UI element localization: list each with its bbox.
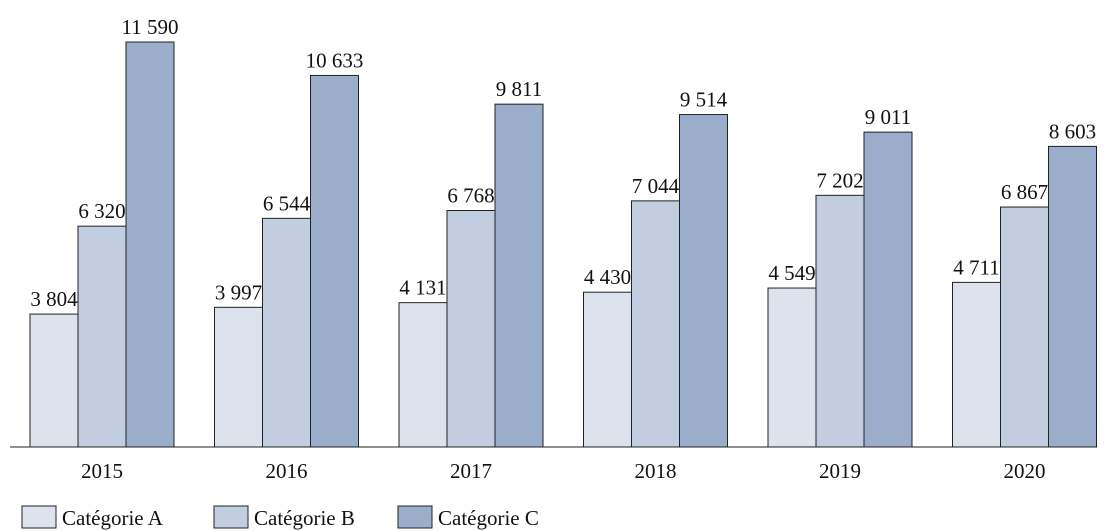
value-label: 9 011	[865, 105, 911, 129]
bar	[631, 200, 680, 448]
bar	[815, 194, 865, 448]
bar	[310, 74, 359, 448]
value-label: 6 320	[78, 199, 125, 223]
legend-swatch	[213, 505, 249, 529]
legend-label: Catégorie B	[254, 506, 355, 530]
value-label: 11 590	[122, 15, 179, 39]
value-label: 8 603	[1049, 119, 1096, 143]
x-tick-label: 2015	[81, 459, 123, 483]
value-label: 10 633	[306, 48, 364, 72]
bar	[767, 287, 817, 448]
value-label: 3 997	[215, 280, 262, 304]
bar	[1048, 145, 1097, 448]
bar	[125, 41, 175, 448]
value-label: 6 867	[1001, 180, 1048, 204]
bar	[494, 103, 544, 448]
x-tick-label: 2020	[1004, 459, 1046, 483]
value-label: 4 549	[768, 261, 815, 285]
bar	[679, 114, 728, 448]
legend-swatch	[397, 505, 433, 529]
bar	[398, 302, 448, 448]
legend-swatch	[21, 505, 57, 529]
x-tick-label: 2016	[266, 459, 308, 483]
x-tick-label: 2019	[819, 459, 861, 483]
value-label: 6 768	[447, 183, 494, 207]
value-label: 4 711	[953, 255, 999, 279]
value-label: 3 804	[30, 287, 78, 311]
bar	[446, 209, 496, 448]
value-label: 9 811	[496, 77, 542, 101]
bar	[262, 217, 311, 448]
x-tick-label: 2017	[450, 459, 492, 483]
bar	[583, 291, 632, 448]
bar	[77, 225, 127, 448]
legend-label: Catégorie A	[62, 506, 164, 530]
bar	[863, 131, 913, 448]
legend-label: Catégorie C	[438, 506, 539, 530]
bar	[29, 313, 79, 448]
value-label: 6 544	[263, 191, 311, 215]
value-label: 4 131	[399, 276, 446, 300]
value-label: 7 202	[816, 168, 863, 192]
bar	[1000, 206, 1049, 448]
x-tick-label: 2018	[635, 459, 677, 483]
value-label: 4 430	[584, 265, 631, 289]
bar	[214, 306, 263, 448]
bar	[952, 281, 1001, 448]
value-label: 9 514	[680, 88, 728, 112]
value-label: 7 044	[632, 174, 680, 198]
